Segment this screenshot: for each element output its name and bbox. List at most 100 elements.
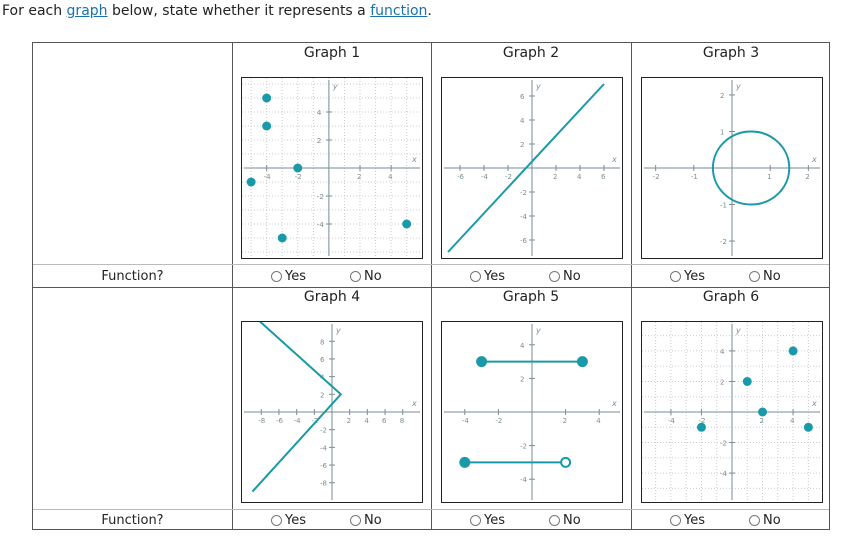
y-axis-label: y xyxy=(735,326,741,335)
x-tick-label: 2 xyxy=(563,417,567,425)
y-tick-label: -6 xyxy=(520,237,528,245)
graph-3-plot: x y -2 -1 1 2 2 1 -1 -2 xyxy=(641,77,823,259)
x-axis-label: x xyxy=(411,155,417,164)
row-label-1: Function? xyxy=(101,269,164,284)
graph-5-no-radio[interactable]: No xyxy=(549,513,581,528)
y-tick-label: -4 xyxy=(720,470,728,478)
radio-circle[interactable] xyxy=(549,271,560,282)
x-axis-label: x xyxy=(611,399,617,408)
y-axis-label: y xyxy=(335,326,341,335)
radio-circle[interactable] xyxy=(350,515,361,526)
x-tick-label: 6 xyxy=(382,417,387,425)
data-point xyxy=(277,233,287,243)
data-line xyxy=(447,83,605,253)
x-tick-label: -4 xyxy=(462,417,470,425)
x-tick-label: 4 xyxy=(596,417,601,425)
graph-6-svg: x y -4 -2 2 4 4 2 -2 -4 xyxy=(642,322,822,502)
graph-6-yes-radio[interactable]: Yes xyxy=(670,513,705,528)
segment-endpoint xyxy=(576,356,588,368)
graph-1-no-radio[interactable]: No xyxy=(350,269,382,284)
data-point xyxy=(788,346,798,356)
radio-circle[interactable] xyxy=(549,515,560,526)
y-axis-label: y xyxy=(332,82,338,91)
graph-link[interactable]: graph xyxy=(66,3,108,19)
y-tick-label: -4 xyxy=(317,221,325,229)
y-tick-label: -2 xyxy=(720,440,727,448)
data-point xyxy=(402,219,412,229)
x-tick-label: 2 xyxy=(357,173,361,181)
graph-3-title: Graph 3 xyxy=(702,45,760,61)
data-point xyxy=(758,407,768,417)
graph-6-title: Graph 6 xyxy=(702,289,760,305)
x-axis-label: x xyxy=(611,155,617,164)
instructions: For each graph below, state whether it r… xyxy=(2,3,432,19)
y-tick-label: 6 xyxy=(520,93,525,101)
y-tick-label: 2 xyxy=(720,92,724,100)
x-tick-label: -1 xyxy=(691,173,698,181)
row-divider xyxy=(33,287,829,288)
y-tick-label: -4 xyxy=(520,213,528,221)
column-divider xyxy=(431,43,432,529)
radio-circle[interactable] xyxy=(350,271,361,282)
graph-5-yes-radio[interactable]: Yes xyxy=(470,513,505,528)
graph-4-yes-radio[interactable]: Yes xyxy=(271,513,306,528)
y-tick-label: -2 xyxy=(317,193,324,201)
graph-5-plot: x y -4 -2 2 4 4 2 -2 -4 xyxy=(441,321,623,503)
x-tick-label: -2 xyxy=(495,417,502,425)
x-tick-label: -2 xyxy=(311,417,318,425)
yes-label: Yes xyxy=(684,269,705,284)
y-tick-label: -4 xyxy=(320,444,328,452)
y-tick-label: 4 xyxy=(520,342,525,350)
no-label: No xyxy=(364,513,382,528)
graph-1-yes-radio[interactable]: Yes xyxy=(271,269,306,284)
y-tick-label: 1 xyxy=(720,128,724,136)
graph-2-yes-radio[interactable]: Yes xyxy=(470,269,505,284)
instructions-text: For each xyxy=(2,3,67,19)
no-label: No xyxy=(563,269,581,284)
function-link[interactable]: function xyxy=(370,3,428,19)
data-polyline xyxy=(251,322,343,493)
y-tick-label: 2 xyxy=(520,141,524,149)
x-tick-label: 1 xyxy=(767,173,771,181)
y-axis-label: y xyxy=(735,82,741,91)
y-axis-label: y xyxy=(535,326,541,335)
graph-2-no-radio[interactable]: No xyxy=(549,269,581,284)
y-tick-label: 4 xyxy=(317,109,322,117)
y-tick-label: -1 xyxy=(720,202,727,210)
segment-endpoint xyxy=(476,356,488,368)
radio-circle[interactable] xyxy=(470,271,481,282)
x-axis-label: x xyxy=(411,399,417,408)
yes-label: Yes xyxy=(285,269,306,284)
x-axis-label: x xyxy=(811,155,817,164)
y-tick-label: -2 xyxy=(320,427,327,435)
y-tick-label: 2 xyxy=(320,391,324,399)
x-tick-label: 6 xyxy=(601,173,606,181)
radio-circle[interactable] xyxy=(670,271,681,282)
x-tick-label: -4 xyxy=(294,417,302,425)
graph-4-no-radio[interactable]: No xyxy=(350,513,382,528)
radio-circle[interactable] xyxy=(470,515,481,526)
radio-circle[interactable] xyxy=(749,271,760,282)
radio-circle[interactable] xyxy=(670,515,681,526)
graph-3-yes-radio[interactable]: Yes xyxy=(670,269,705,284)
radio-circle[interactable] xyxy=(749,515,760,526)
row-label-2: Function? xyxy=(101,513,164,528)
y-tick-label: -6 xyxy=(320,462,328,470)
graph-3-no-radio[interactable]: No xyxy=(749,269,781,284)
x-tick-label: -2 xyxy=(505,173,512,181)
x-tick-label: -8 xyxy=(258,417,265,425)
graph-4-plot: x y -8 -6 -4 -2 2 4 6 8 8 6 4 2 -2 -4 -6 -8 xyxy=(241,321,423,503)
radio-circle[interactable] xyxy=(271,515,282,526)
no-label: No xyxy=(563,513,581,528)
column-divider xyxy=(232,43,233,529)
radio-circle[interactable] xyxy=(271,271,282,282)
graph-6-no-radio[interactable]: No xyxy=(749,513,781,528)
yes-label: Yes xyxy=(484,269,505,284)
data-point xyxy=(696,422,706,432)
graph-1-title: Graph 1 xyxy=(303,45,361,61)
graph-4-title: Graph 4 xyxy=(303,289,361,305)
segment-endpoint xyxy=(459,456,471,468)
data-circle xyxy=(711,130,791,206)
graph-table: Function? Function? Graph 1 Graph 2 Grap… xyxy=(32,42,830,530)
